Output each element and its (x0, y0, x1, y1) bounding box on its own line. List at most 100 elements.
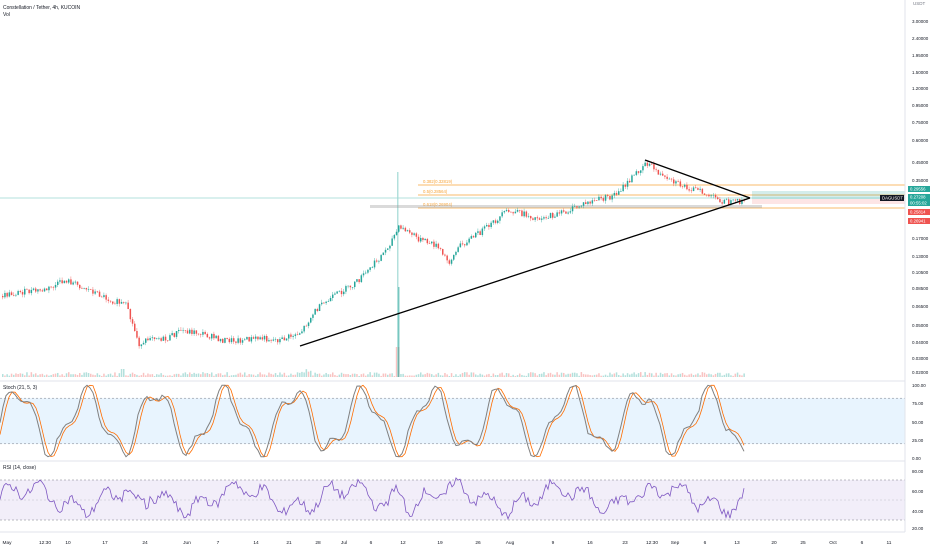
candle-body (576, 206, 578, 208)
candle-body (48, 286, 50, 291)
volume-bar (13, 374, 15, 377)
volume-bar (48, 375, 50, 377)
candle-body (413, 233, 415, 235)
volume-bar (591, 375, 594, 377)
symbol-title[interactable]: Constellation / Tether, 4h, KUCOIN (3, 5, 81, 11)
volume-bar (585, 374, 587, 377)
candle-body (611, 195, 613, 200)
volume-bar (24, 375, 26, 377)
candle-body (173, 333, 176, 337)
volume-bar (167, 375, 169, 377)
volume-bar (226, 372, 228, 377)
volume-bar (453, 375, 455, 377)
volume-bar (321, 375, 323, 377)
candle-body (409, 230, 411, 233)
volume-bar (266, 375, 268, 377)
price-tick-label: 0.02000 (912, 370, 929, 375)
candle-body (398, 225, 400, 232)
descending-trendline (644, 159, 751, 199)
candle-body (534, 217, 536, 220)
volume-bar (670, 373, 673, 377)
candle-body (457, 247, 459, 252)
time-tick-label: 14 (253, 540, 259, 546)
candle-body (347, 285, 349, 287)
volume-bar (211, 372, 213, 377)
candle-body (211, 333, 213, 339)
price-axis[interactable]: 3.00000 2.40000 1.95000 1.50000 1.20000 0.950… (880, 19, 930, 375)
candle-body (237, 338, 239, 343)
volume-bar (470, 372, 473, 377)
candle-body (395, 231, 398, 235)
price-marker-badge (908, 186, 930, 192)
volume-bar (409, 375, 411, 377)
volume-bar (468, 374, 470, 377)
candle-body (76, 281, 79, 285)
volume-bar (530, 372, 532, 377)
candle-body (334, 293, 336, 295)
candle-body (371, 267, 374, 268)
candle-body (591, 200, 594, 204)
volume-bar (488, 373, 490, 377)
candle-body (670, 178, 673, 180)
candle-body (140, 344, 143, 347)
candle-body (604, 195, 607, 201)
volume-label[interactable]: Vol (3, 12, 10, 18)
volume-bar (666, 373, 668, 377)
volume-bar (382, 373, 385, 377)
price-tick-label: 3.00000 (912, 19, 929, 24)
candle-body (103, 295, 105, 298)
volume-bar (371, 375, 374, 377)
volume-bar (387, 374, 389, 377)
candle-body (105, 295, 107, 300)
volume-bar (435, 374, 437, 377)
candle-body (549, 213, 552, 218)
candle-body (690, 190, 693, 192)
time-tick-label: 7 (217, 540, 220, 546)
volume-bar (305, 369, 308, 377)
volume-bar (450, 373, 453, 377)
candle-body (723, 199, 726, 204)
volume-bar (217, 373, 220, 377)
volume-bar (323, 374, 325, 377)
candle-body (582, 202, 585, 206)
volume-bar (723, 374, 726, 377)
candle-body (461, 243, 464, 245)
volume-bar (446, 374, 448, 377)
time-tick-label: 6 (861, 540, 864, 546)
volume-bar (664, 373, 666, 377)
candle-body (613, 192, 616, 196)
volume-bar (725, 373, 728, 377)
volume-bar (690, 373, 693, 377)
volume-bar (367, 374, 369, 377)
volume-bar (72, 374, 74, 377)
time-tick-label: 25 (800, 540, 806, 546)
candle-body (552, 213, 554, 218)
candle-body (270, 340, 272, 341)
stoch-label[interactable]: Stoch (21, 5, 3) (3, 385, 38, 391)
volume-bar (739, 374, 741, 377)
stoch-pane[interactable] (0, 384, 905, 458)
time-tick-label: 12 (400, 540, 406, 546)
candle-body (204, 331, 206, 334)
volume-bar (699, 375, 701, 377)
volume-bar (233, 375, 235, 377)
candle-body (327, 301, 330, 302)
candle-body (125, 302, 127, 304)
time-axis[interactable]: May 12:30 10 17 24 Jun 7 14 21 28 Jul 6 12 19 26 Aug 9 16… (2, 540, 891, 546)
candle-body (382, 252, 385, 256)
candle-body (736, 199, 739, 201)
volume-bar (673, 375, 675, 377)
volume-bar (417, 374, 420, 377)
volume-bar (270, 373, 272, 377)
volume-bar (46, 374, 48, 377)
candle-body (708, 194, 710, 197)
price-pane[interactable]: 0.382(0.32819) 0.5(0.28564) 0.618(0.26904) (0, 159, 905, 377)
rsi-pane[interactable] (0, 477, 905, 521)
candle-body (479, 231, 481, 235)
rsi-label[interactable]: RSI (14, close) (3, 465, 36, 471)
volume-bar (556, 372, 558, 377)
candle-body (725, 199, 728, 200)
time-tick-label: 24 (142, 540, 148, 546)
candle-body (626, 180, 629, 187)
